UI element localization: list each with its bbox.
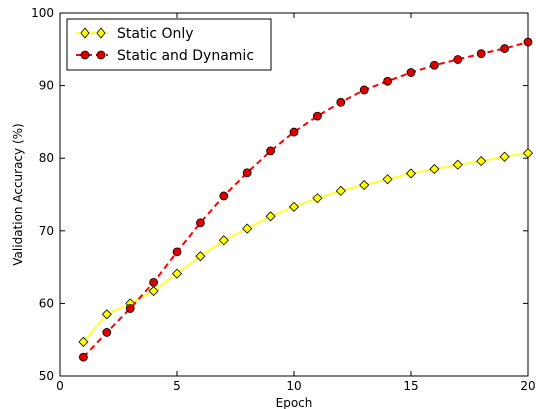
data-point-static-and-dynamic <box>383 76 393 86</box>
data-point-static-only <box>101 309 112 320</box>
legend-marker-static-only <box>96 27 106 39</box>
legend-marker-static-and-dynamic <box>96 50 106 60</box>
y-axis-ticks: 50 60 70 80 90 100 <box>31 6 528 383</box>
data-point-static-only <box>476 156 487 167</box>
series-static-only <box>78 148 534 347</box>
data-point-static-only <box>171 268 183 279</box>
y-tick-label: 80 <box>39 151 54 165</box>
x-tick-label: 15 <box>403 379 418 393</box>
legend-item-static-only: Static Only <box>76 26 194 42</box>
data-point-static-only <box>429 164 440 175</box>
x-axis-ticks: 0 5 10 15 20 <box>56 13 536 393</box>
x-tick-label: 20 <box>520 379 535 393</box>
data-point-static-and-dynamic <box>289 127 299 137</box>
data-point-static-only <box>499 151 510 162</box>
data-point-static-and-dynamic <box>359 85 369 95</box>
data-point-static-and-dynamic <box>406 68 416 77</box>
x-axis-label: Epoch <box>276 396 313 409</box>
legend-label-static-only: Static Only <box>117 26 194 42</box>
legend-marker-static-and-dynamic <box>80 50 90 60</box>
data-point-static-only <box>359 179 370 191</box>
data-point-static-and-dynamic <box>149 277 159 287</box>
data-point-static-only <box>452 159 463 170</box>
legend-item-static-and-dynamic: Static and Dynamic <box>76 48 254 64</box>
data-point-static-and-dynamic <box>125 304 135 313</box>
y-tick-label: 50 <box>39 369 54 383</box>
y-axis-label: Validation Accuracy (%) <box>11 123 25 265</box>
legend: Static Only Static and Dynamic <box>66 18 272 71</box>
data-point-static-and-dynamic <box>219 191 229 201</box>
legend-marker-static-only <box>80 27 90 39</box>
data-point-static-and-dynamic <box>102 328 112 337</box>
data-point-static-and-dynamic <box>79 352 88 362</box>
data-point-static-and-dynamic <box>453 55 463 64</box>
data-point-static-and-dynamic <box>172 247 182 257</box>
y-tick-label: 90 <box>39 79 54 93</box>
data-point-static-only <box>195 251 206 262</box>
data-point-static-and-dynamic <box>336 97 346 107</box>
y-tick-label: 60 <box>39 296 54 310</box>
data-point-static-and-dynamic <box>242 168 252 178</box>
data-point-static-only <box>288 201 300 212</box>
x-tick-label: 0 <box>56 379 64 393</box>
data-point-static-only <box>78 336 89 347</box>
data-point-static-and-dynamic <box>523 37 533 47</box>
x-tick-label: 10 <box>286 379 301 393</box>
data-point-static-and-dynamic <box>266 146 276 156</box>
series-layer <box>78 37 534 362</box>
series-static-and-dynamic <box>79 37 533 362</box>
y-tick-label: 70 <box>39 224 54 238</box>
data-point-static-only <box>405 168 417 179</box>
data-point-static-only <box>148 285 159 297</box>
data-point-static-only <box>335 185 346 196</box>
data-point-static-and-dynamic <box>476 49 486 59</box>
data-point-static-only <box>312 193 323 204</box>
plot-frame <box>59 12 529 377</box>
data-point-static-only <box>242 223 253 234</box>
data-point-static-and-dynamic <box>195 218 205 228</box>
legend-box <box>66 18 272 71</box>
legend-label-static-and-dynamic: Static and Dynamic <box>117 48 254 64</box>
data-point-static-only <box>522 148 534 159</box>
data-point-static-and-dynamic <box>429 60 439 70</box>
x-tick-label: 5 <box>173 379 181 393</box>
data-point-static-only <box>265 211 276 222</box>
data-point-static-only <box>382 174 393 185</box>
data-point-static-and-dynamic <box>312 111 322 121</box>
y-tick-label: 100 <box>31 6 54 20</box>
data-point-static-only <box>218 235 229 246</box>
data-point-static-and-dynamic <box>500 44 510 53</box>
